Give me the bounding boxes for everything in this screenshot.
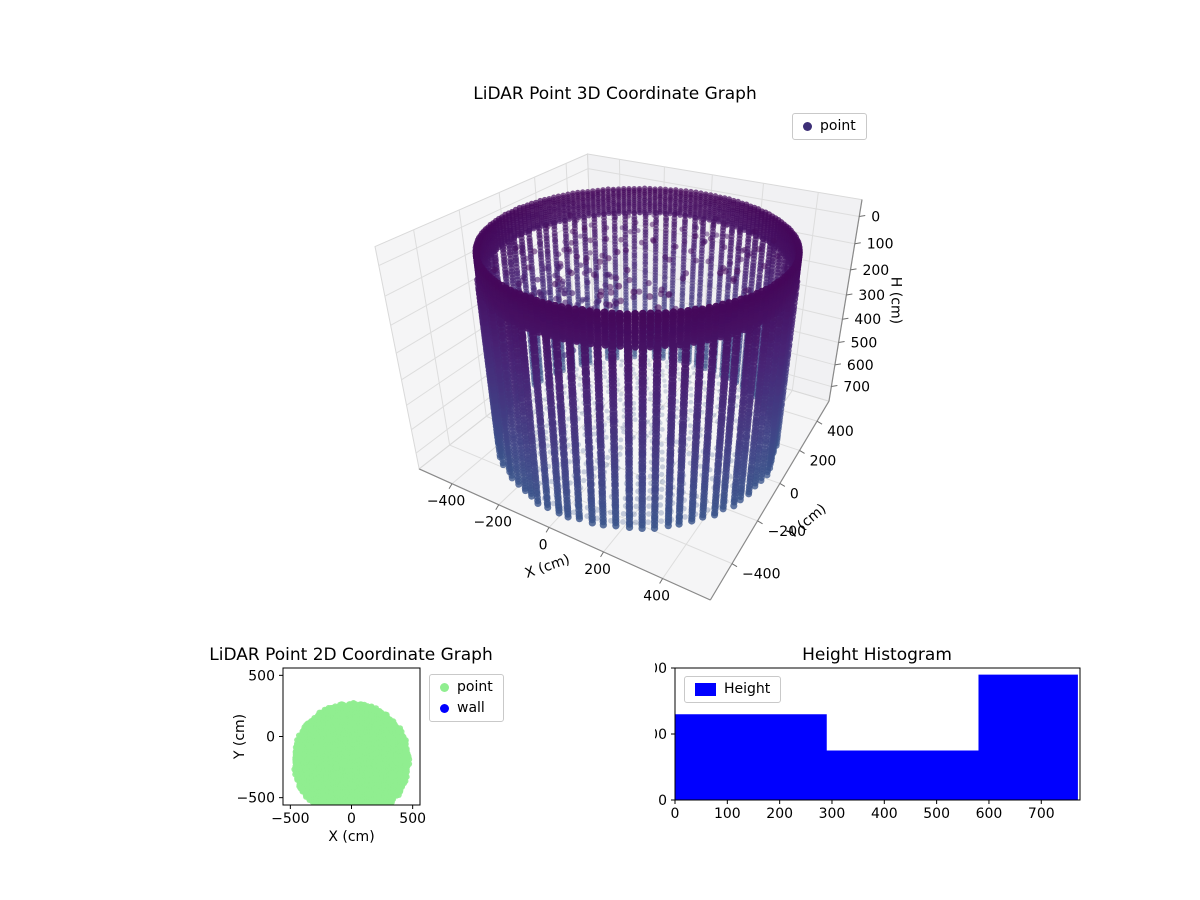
wall-marker-icon: [440, 704, 449, 713]
legend-item-point: point: [440, 679, 493, 696]
legend-label-height: Height: [724, 681, 771, 697]
histogram-legend: Height: [684, 676, 782, 703]
legend-label-point: point: [820, 118, 856, 134]
plot2d-canvas: [230, 660, 440, 860]
plot3d-legend: point: [792, 113, 867, 140]
point-marker-icon: [803, 122, 812, 131]
point-marker-icon: [440, 683, 449, 692]
legend-item-height: Height: [695, 681, 770, 698]
legend-item-point: point: [803, 118, 856, 135]
plot3d-title: LiDAR Point 3D Coordinate Graph: [473, 84, 757, 104]
plot3d-canvas: [330, 130, 940, 630]
legend-label-point: point: [457, 679, 493, 695]
legend-item-wall: wall: [440, 700, 493, 717]
plot2d-legend: point wall: [429, 674, 504, 722]
legend-label-wall: wall: [457, 700, 485, 716]
height-swatch-icon: [695, 683, 716, 696]
